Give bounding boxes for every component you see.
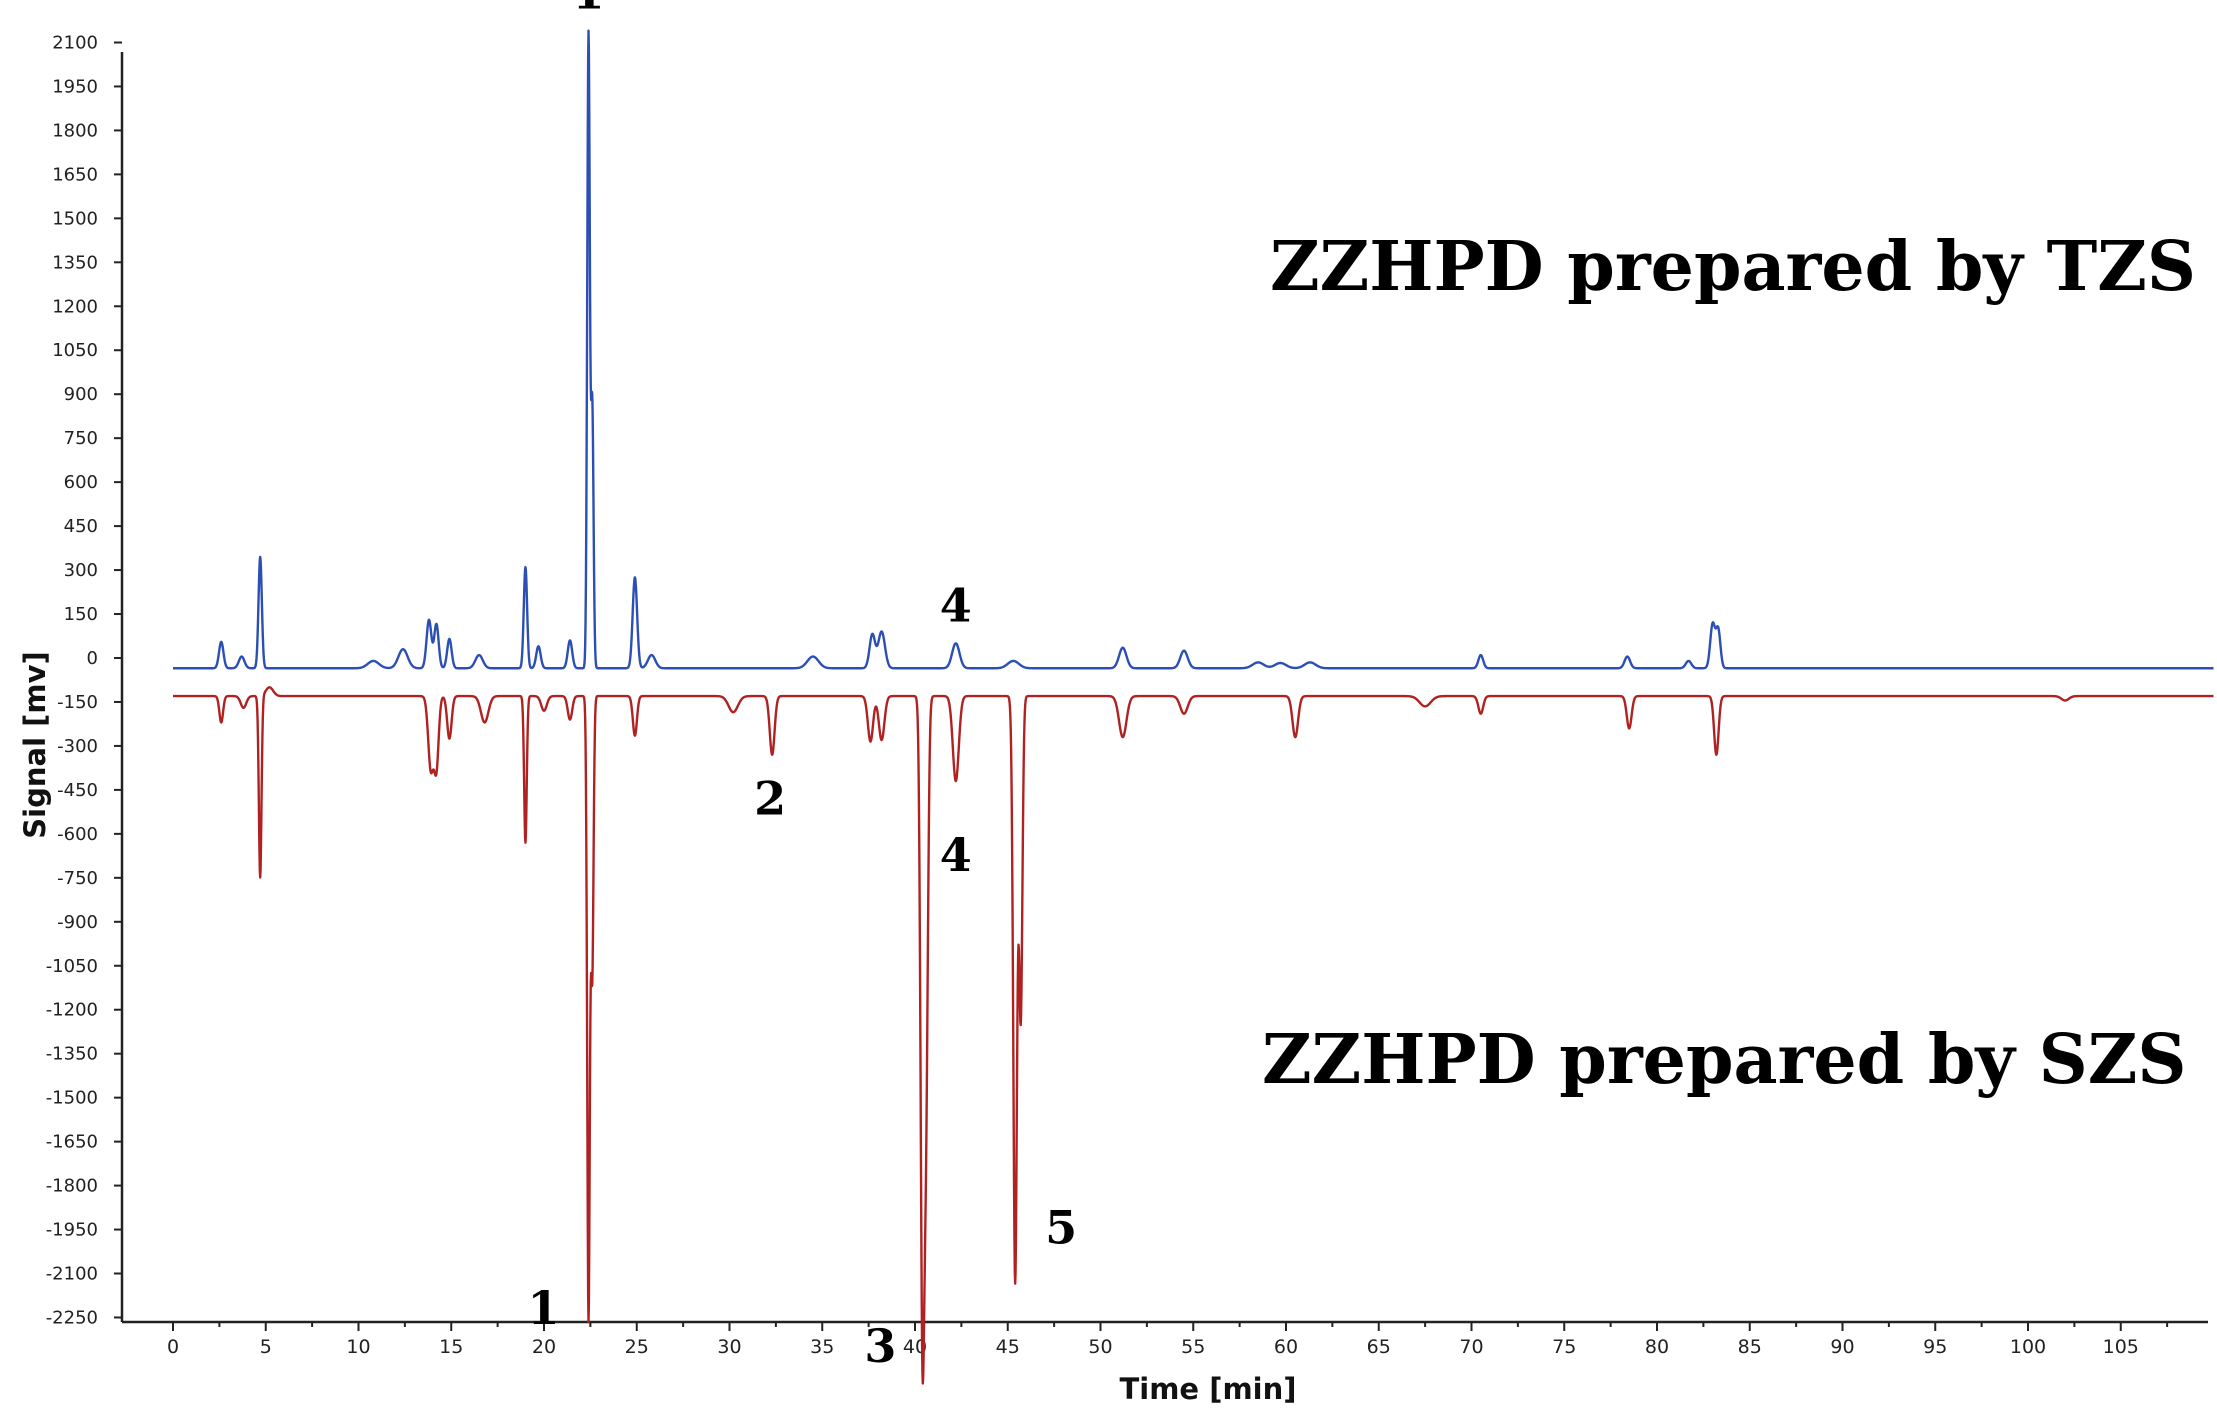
x-tick-label: 35 (810, 1336, 834, 1358)
x-tick-label: 100 (2010, 1336, 2046, 1358)
x-axis-title: Time [min] (1119, 1372, 1296, 1406)
szs-trace-title: ZZHPD prepared by SZS (1262, 1020, 2186, 1100)
y-tick-label: -750 (57, 868, 98, 889)
y-tick-label: -1350 (46, 1044, 98, 1065)
y-tick-label: 2100 (52, 32, 98, 53)
x-tick-label: 105 (2103, 1336, 2139, 1358)
y-tick-label: -300 (57, 736, 98, 757)
x-tick-label: 45 (996, 1336, 1020, 1358)
szs-peak-label: 5 (1045, 1201, 1077, 1255)
x-tick-label: 0 (167, 1336, 179, 1358)
y-tick-label: -150 (57, 692, 98, 713)
y-tick-label: -1650 (46, 1132, 98, 1153)
y-axis-title: Signal [mv] (18, 651, 52, 838)
y-tick-label: -2100 (46, 1264, 98, 1285)
szs-trace-line (172, 686, 2215, 1385)
y-tick-label: 750 (64, 428, 98, 449)
x-tick-label: 85 (1738, 1336, 1762, 1358)
labels-layer: ZZHPD prepared by TZS ZZHPD prepared by … (18, 0, 2196, 1406)
y-tick-label: -450 (57, 780, 98, 801)
szs-peak-label: 2 (754, 772, 786, 826)
y-tick-label: 1650 (52, 164, 98, 185)
x-tick-label: 20 (532, 1336, 556, 1358)
axes-layer: 2100195018001650150013501200105090075060… (46, 32, 2208, 1358)
x-tick-label: 80 (1645, 1336, 1669, 1358)
y-tick-label: 1500 (52, 208, 98, 229)
y-tick-label: 1200 (52, 296, 98, 317)
tzs-trace-line (172, 29, 2215, 670)
y-tick-label: -2250 (46, 1307, 98, 1328)
tzs-trace-title: ZZHPD prepared by TZS (1270, 227, 2196, 307)
tzs-peak-label: 4 (940, 578, 972, 632)
y-tick-label: -1200 (46, 1000, 98, 1021)
x-tick-label: 10 (346, 1336, 370, 1358)
y-tick-label: 450 (64, 516, 98, 537)
x-tick-label: 65 (1367, 1336, 1391, 1358)
y-tick-label: -1500 (46, 1088, 98, 1109)
szs-peak-label: 3 (864, 1319, 896, 1373)
y-tick-label: 1050 (52, 340, 98, 361)
y-tick-label: -600 (57, 824, 98, 845)
y-tick-label: 150 (64, 604, 98, 625)
y-tick-label: -900 (57, 912, 98, 933)
x-tick-label: 30 (717, 1336, 741, 1358)
y-tick-label: 1800 (52, 120, 98, 141)
x-tick-label: 15 (439, 1336, 463, 1358)
y-tick-label: 300 (64, 560, 98, 581)
y-tick-label: 0 (87, 648, 98, 669)
szs-peak-label: 1 (528, 1281, 560, 1335)
traces-layer (172, 29, 2215, 1385)
x-tick-label: 50 (1088, 1336, 1112, 1358)
x-tick-label: 90 (1830, 1336, 1854, 1358)
y-tick-label: -1950 (46, 1220, 98, 1241)
y-tick-label: -1050 (46, 956, 98, 977)
x-tick-label: 25 (625, 1336, 649, 1358)
szs-peak-label: 4 (940, 828, 972, 882)
y-tick-label: 600 (64, 472, 98, 493)
x-tick-label: 5 (260, 1336, 272, 1358)
y-tick-label: 1950 (52, 76, 98, 97)
tzs-peak-label: 1 (573, 0, 605, 20)
x-tick-label: 60 (1274, 1336, 1298, 1358)
x-tick-label: 95 (1923, 1336, 1947, 1358)
x-tick-label: 75 (1552, 1336, 1576, 1358)
y-tick-label: 900 (64, 384, 98, 405)
x-tick-label: 55 (1181, 1336, 1205, 1358)
y-tick-label: -1800 (46, 1176, 98, 1197)
y-tick-label: 1350 (52, 252, 98, 273)
x-tick-label: 70 (1459, 1336, 1483, 1358)
